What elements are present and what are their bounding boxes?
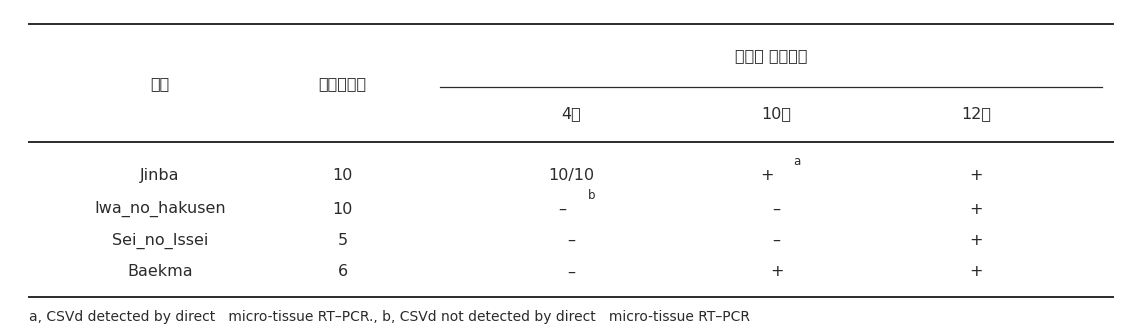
Text: 10: 10 xyxy=(332,167,353,182)
Text: +: + xyxy=(970,264,983,279)
Text: 12주: 12주 xyxy=(962,106,991,121)
Text: –: – xyxy=(557,202,566,217)
Text: b: b xyxy=(588,189,595,202)
Text: –: – xyxy=(772,233,781,248)
Text: Jinba: Jinba xyxy=(140,167,179,182)
Text: 10주: 10주 xyxy=(762,106,791,121)
Text: Baekma: Baekma xyxy=(127,264,193,279)
Text: 5: 5 xyxy=(338,233,347,248)
Text: 6: 6 xyxy=(338,264,347,279)
Text: +: + xyxy=(970,167,983,182)
Text: +: + xyxy=(770,264,783,279)
Text: 검정개체수: 검정개체수 xyxy=(319,76,367,91)
Text: Iwa_no_hakusen: Iwa_no_hakusen xyxy=(94,201,226,217)
Text: –: – xyxy=(566,264,576,279)
Text: 4주: 4주 xyxy=(561,106,581,121)
Text: a: a xyxy=(794,155,801,168)
Text: +: + xyxy=(970,202,983,217)
Text: –: – xyxy=(566,233,576,248)
Text: +: + xyxy=(970,233,983,248)
Text: 접종후 검정시기: 접종후 검정시기 xyxy=(734,48,807,63)
Text: –: – xyxy=(772,202,781,217)
Text: 10/10: 10/10 xyxy=(548,167,594,182)
Text: Sei_no_Issei: Sei_no_Issei xyxy=(112,232,208,249)
Text: 10: 10 xyxy=(332,202,353,217)
Text: a, CSVd detected by direct   micro-tissue RT–PCR., b, CSVd not detected by direc: a, CSVd detected by direct micro-tissue … xyxy=(29,310,749,324)
Text: +: + xyxy=(761,167,774,182)
Text: 품종: 품종 xyxy=(151,76,169,91)
